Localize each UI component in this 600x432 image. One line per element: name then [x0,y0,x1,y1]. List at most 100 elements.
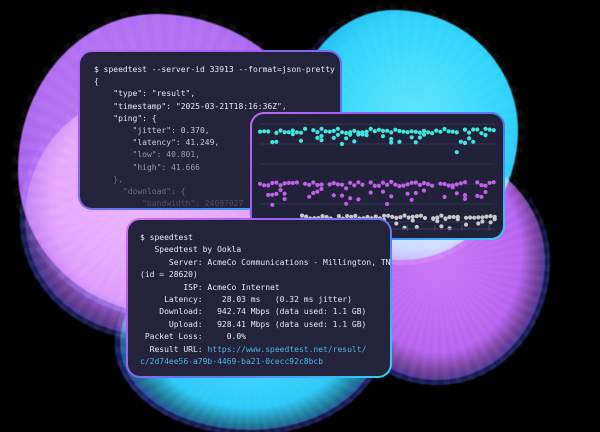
result-line: Server: AcmeCo Communications - Millingt… [140,257,390,267]
graph-dot [356,180,361,185]
graph-dot [467,130,472,135]
graph-dot [368,180,373,185]
graph-dot [488,214,493,219]
graph-dot [386,213,391,218]
graph-dot [430,183,435,188]
graph-dot [335,132,340,137]
json-line: { [94,77,99,87]
graph-dot [368,126,373,131]
graph-dot [447,215,452,220]
graph-dot [447,226,452,231]
graph-dot [368,190,373,195]
graph-dot [373,214,378,219]
graph-dot [274,130,279,135]
graph-dot [393,127,398,132]
graph-dot [344,186,349,191]
json-line: "download": { [94,187,186,197]
graph-dot [266,192,271,197]
graph-dot [274,180,279,185]
graph-dot [475,180,480,185]
graph-dot [319,138,324,143]
graph-dot [274,191,279,196]
graph-dot [299,213,305,218]
graph-dot [463,222,469,227]
graph-dot [352,139,357,144]
graph-dot [364,133,369,138]
graph-dot [385,182,390,187]
graph-panel-body [252,114,503,238]
graph-dot [282,181,287,186]
graph-dot [438,181,443,186]
graph-dot [339,141,345,147]
result-url-link-cont[interactable]: c/2d74ee56-a79b-4469-ba21-0cecc92c8bcb [140,357,324,367]
result-line: (id = 28620) [140,270,198,280]
graph-dot [405,182,410,187]
graph-dot [389,194,394,199]
graph-dot [410,214,415,219]
graph-dot [414,224,419,230]
graph-dot [483,183,488,188]
graph-dot [327,182,332,187]
graph-dot [335,126,340,131]
json-line: "bandwidth": 24097927 [94,199,244,208]
graph-dot [462,127,468,132]
graph-dot [413,129,418,134]
graph-dot [360,132,365,137]
result-url-link[interactable]: https://www.speedtest.net/result/ [207,344,367,354]
graph-dot [360,182,365,187]
graph-dot [286,130,291,135]
graph-dot [335,182,340,187]
graph-dot [380,134,386,139]
graph-dot [385,128,390,133]
graph-dot [282,130,287,135]
graph-dot [463,215,469,220]
graph-dot [394,215,399,220]
graph-dot [389,140,394,145]
download-dots [257,126,496,155]
graph-dot [431,216,436,221]
graph-dot [471,127,476,132]
graph-dot [479,131,484,136]
graph-dot [401,183,406,188]
result-line: Upload: 928.41 Mbps (data used: 1.1 GB) [140,319,367,329]
result-line: ISP: AcmeCo Internet [140,282,280,292]
graph-dot [413,140,418,145]
graph-dot [319,133,324,139]
graph-dot [402,213,407,218]
graph-dot [483,189,488,195]
graph-dot [380,128,386,133]
graph-dot [487,127,492,132]
graph-dot [356,197,361,202]
graph-dot [298,138,304,143]
graph-dot [413,180,418,185]
graph-dot [397,139,402,144]
graph-dot [294,180,299,185]
graph-dot [353,213,358,218]
result-terminal-panel[interactable]: $ speedtest Speedtest by Ookla Server: A… [126,218,392,378]
json-line: }, [94,174,123,184]
graph-dot [323,129,328,134]
graph-dot [352,128,357,133]
dot-graph-svg [257,123,497,232]
graph-dot [450,129,455,134]
graph-dot [458,181,463,186]
graph-dot [405,191,410,196]
graph-dot [426,130,431,135]
result-url-line: Result URL: https://www.speedtest.net/re… [140,344,386,356]
result-line: Latency: 28.03 ms (0.32 ms jitter) [140,295,352,305]
graph-dot [421,188,427,193]
graph-dot [417,130,422,135]
graph-dot [307,182,312,187]
graph-dot [339,182,345,187]
graph-dot [467,136,472,141]
graph-dot [462,193,468,198]
graph-dot [484,214,489,219]
graph-dot [409,180,414,185]
graph-dot [417,182,422,187]
graph-dot [315,130,320,135]
graph-dot [421,132,427,137]
graph-dot [372,183,377,188]
graph-dot [315,182,320,188]
result-terminal-body: $ speedtest Speedtest by Ookla Server: A… [128,220,390,376]
graph-dot [401,129,406,134]
